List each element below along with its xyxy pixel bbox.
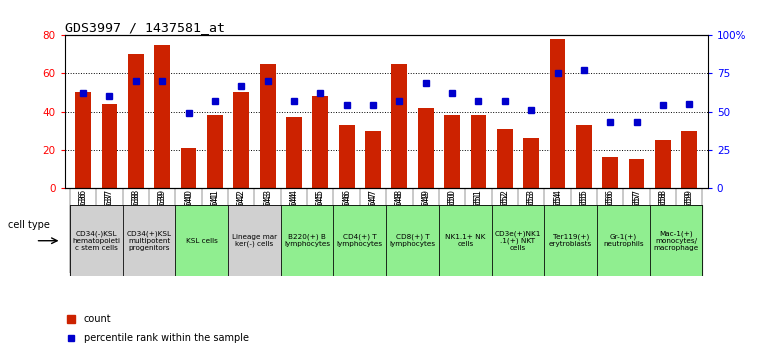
Text: GSM686636: GSM686636 <box>78 192 88 240</box>
Bar <box>365 131 381 188</box>
Text: percentile rank within the sample: percentile rank within the sample <box>84 333 249 343</box>
Text: GSM686639: GSM686639 <box>158 192 167 240</box>
Bar <box>128 55 144 188</box>
Text: GSM686657: GSM686657 <box>632 192 641 240</box>
Text: Lineage mar
ker(-) cells: Lineage mar ker(-) cells <box>232 234 277 247</box>
Bar <box>313 96 328 188</box>
Text: NK1.1+ NK
cells: NK1.1+ NK cells <box>445 234 486 247</box>
Bar <box>387 205 439 276</box>
Bar <box>681 131 697 188</box>
Bar <box>123 205 175 276</box>
Text: cell type: cell type <box>8 220 50 230</box>
Bar <box>524 138 539 188</box>
Text: Ter119(+)
erytroblasts: Ter119(+) erytroblasts <box>549 234 592 247</box>
Text: GSM686646: GSM686646 <box>342 192 351 240</box>
Bar <box>549 39 565 188</box>
Text: GSM686644: GSM686644 <box>289 192 298 240</box>
Bar <box>154 45 170 188</box>
Bar <box>260 64 275 188</box>
Bar <box>497 129 513 188</box>
Text: GSM686640: GSM686640 <box>184 192 193 240</box>
Bar <box>391 64 407 188</box>
Text: KSL cells: KSL cells <box>186 238 218 244</box>
Text: GSM686653: GSM686653 <box>527 192 536 240</box>
Text: GSM686638: GSM686638 <box>132 192 140 240</box>
Bar <box>597 205 650 276</box>
Text: GSM686658: GSM686658 <box>658 192 667 240</box>
Text: GSM686656: GSM686656 <box>606 192 615 240</box>
Bar <box>470 115 486 188</box>
Text: GSM686648: GSM686648 <box>395 192 404 240</box>
Bar <box>207 115 223 188</box>
Text: GSM686651: GSM686651 <box>474 192 483 240</box>
Text: count: count <box>84 314 112 324</box>
Bar <box>339 125 355 188</box>
Text: GSM686655: GSM686655 <box>579 192 588 240</box>
Text: CD3e(+)NK1
.1(+) NKT
cells: CD3e(+)NK1 .1(+) NKT cells <box>495 230 541 251</box>
Bar <box>70 205 123 276</box>
Bar <box>439 205 492 276</box>
Bar <box>281 205 333 276</box>
Text: B220(+) B
lymphocytes: B220(+) B lymphocytes <box>284 234 330 247</box>
Bar <box>444 115 460 188</box>
Text: GSM686654: GSM686654 <box>553 192 562 240</box>
Bar <box>650 205 702 276</box>
Text: GSM686642: GSM686642 <box>237 192 246 240</box>
Text: GSM686637: GSM686637 <box>105 192 114 240</box>
Text: GSM686659: GSM686659 <box>685 192 694 240</box>
Text: GSM686645: GSM686645 <box>316 192 325 240</box>
Text: CD34(-)KSL
hematopoieti
c stem cells: CD34(-)KSL hematopoieti c stem cells <box>72 230 120 251</box>
Text: CD34(+)KSL
multipotent
progenitors: CD34(+)KSL multipotent progenitors <box>126 230 171 251</box>
Text: GSM686647: GSM686647 <box>368 192 377 240</box>
Bar <box>180 148 196 188</box>
Bar <box>576 125 592 188</box>
Text: CD4(+) T
lymphocytes: CD4(+) T lymphocytes <box>337 234 383 247</box>
Bar <box>101 104 117 188</box>
Bar <box>175 205 228 276</box>
Text: GSM686641: GSM686641 <box>210 192 219 240</box>
Text: Mac-1(+)
monocytes/
macrophage: Mac-1(+) monocytes/ macrophage <box>654 230 699 251</box>
Bar <box>234 92 249 188</box>
Bar <box>418 108 434 188</box>
Text: Gr-1(+)
neutrophils: Gr-1(+) neutrophils <box>603 234 644 247</box>
Text: GSM686650: GSM686650 <box>447 192 457 240</box>
Bar <box>544 205 597 276</box>
Bar <box>228 205 281 276</box>
Text: GSM686643: GSM686643 <box>263 192 272 240</box>
Text: CD8(+) T
lymphocytes: CD8(+) T lymphocytes <box>390 234 435 247</box>
Text: GDS3997 / 1437581_at: GDS3997 / 1437581_at <box>65 21 224 34</box>
Bar <box>286 117 302 188</box>
Bar <box>655 140 671 188</box>
Bar <box>629 159 645 188</box>
Bar <box>75 92 91 188</box>
Bar <box>602 157 618 188</box>
Text: GSM686649: GSM686649 <box>422 192 430 240</box>
Text: GSM686652: GSM686652 <box>500 192 509 240</box>
Bar <box>333 205 387 276</box>
Bar <box>492 205 544 276</box>
